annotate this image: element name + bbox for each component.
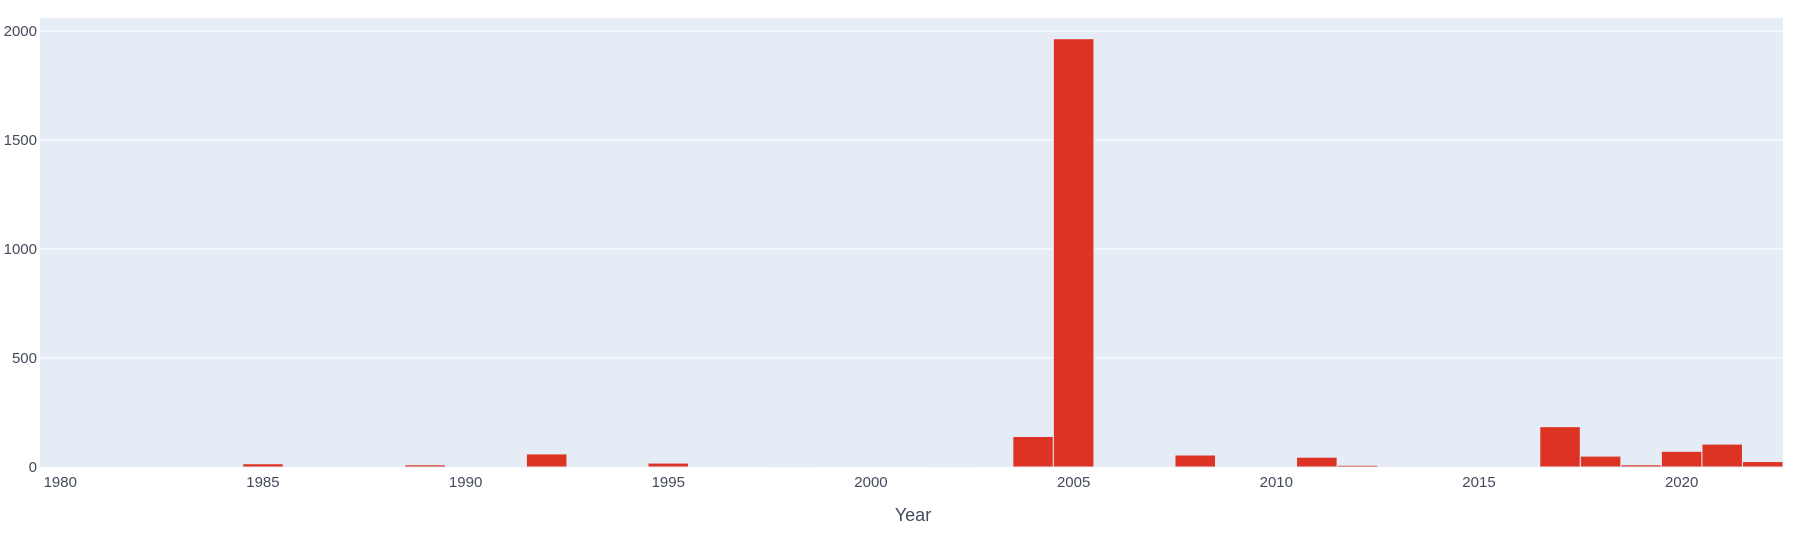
y-tick-label: 1000 bbox=[4, 241, 37, 258]
y-tick-label: 1500 bbox=[4, 132, 37, 149]
gridlines bbox=[40, 30, 1783, 359]
bar-2020[interactable] bbox=[1660, 450, 1703, 468]
bar-2005[interactable] bbox=[1052, 38, 1095, 468]
bar-1992[interactable] bbox=[525, 453, 568, 468]
x-tick-label: 1990 bbox=[449, 474, 482, 491]
x-axis-ticks: 1980 1985 1990 1995 2000 2005 2010 2015 2020 bbox=[44, 474, 1699, 491]
bar-2011[interactable] bbox=[1296, 456, 1338, 468]
bar-2018[interactable] bbox=[1579, 455, 1622, 468]
bar-1998[interactable] bbox=[769, 465, 811, 468]
bar-2008[interactable] bbox=[1174, 454, 1217, 468]
bar-2002[interactable] bbox=[931, 465, 973, 468]
y-tick-label: 500 bbox=[12, 350, 37, 367]
y-axis-ticks: 0 500 1000 1500 2000 bbox=[4, 23, 37, 476]
x-tick-label: 2010 bbox=[1260, 474, 1293, 491]
bar-2017[interactable] bbox=[1539, 426, 1581, 468]
x-tick-label: 2015 bbox=[1462, 474, 1495, 491]
bar-2022[interactable] bbox=[1741, 461, 1784, 468]
x-tick-label: 2020 bbox=[1665, 474, 1698, 491]
x-tick-label: 1980 bbox=[44, 474, 77, 491]
x-tick-label: 1995 bbox=[652, 474, 685, 491]
bar-2019[interactable] bbox=[1620, 464, 1662, 468]
bar-1989[interactable] bbox=[404, 464, 446, 468]
bar-2012[interactable] bbox=[1336, 464, 1379, 468]
bar-2004[interactable] bbox=[1012, 435, 1054, 468]
bar-1995[interactable] bbox=[647, 462, 690, 468]
x-tick-label: 1985 bbox=[246, 474, 279, 491]
plot-area bbox=[40, 18, 1783, 467]
bars bbox=[242, 38, 1784, 468]
bar-2021[interactable] bbox=[1701, 443, 1743, 468]
x-axis-title: Year bbox=[895, 505, 931, 525]
bar-1985[interactable] bbox=[242, 463, 284, 468]
y-tick-label: 2000 bbox=[4, 23, 37, 40]
y-tick-label: 0 bbox=[29, 459, 37, 476]
x-tick-label: 2005 bbox=[1057, 474, 1090, 491]
x-tick-label: 2000 bbox=[854, 474, 887, 491]
